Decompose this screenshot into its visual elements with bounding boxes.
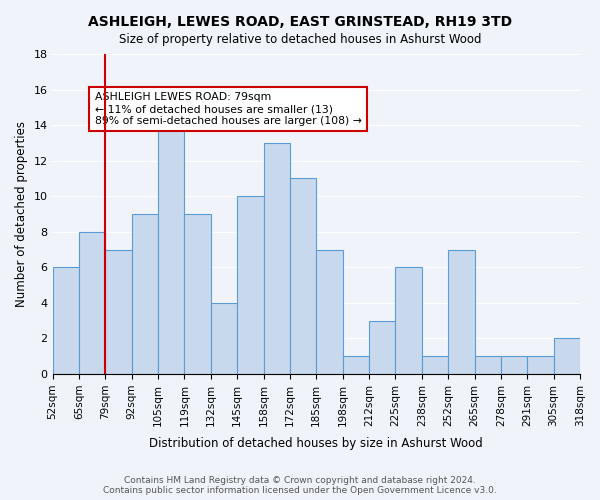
- Bar: [316, 250, 343, 374]
- Bar: [554, 338, 580, 374]
- X-axis label: Distribution of detached houses by size in Ashurst Wood: Distribution of detached houses by size …: [149, 437, 483, 450]
- Y-axis label: Number of detached properties: Number of detached properties: [15, 121, 28, 307]
- Text: ASHLEIGH LEWES ROAD: 79sqm
← 11% of detached houses are smaller (13)
89% of semi: ASHLEIGH LEWES ROAD: 79sqm ← 11% of deta…: [95, 92, 362, 126]
- Bar: [290, 178, 316, 374]
- Bar: [395, 268, 422, 374]
- Bar: [184, 214, 211, 374]
- Bar: [369, 320, 395, 374]
- Bar: [131, 214, 158, 374]
- Bar: [475, 356, 501, 374]
- Bar: [237, 196, 263, 374]
- Bar: [501, 356, 527, 374]
- Bar: [343, 356, 369, 374]
- Bar: [527, 356, 554, 374]
- Bar: [158, 108, 184, 374]
- Bar: [105, 250, 131, 374]
- Text: ASHLEIGH, LEWES ROAD, EAST GRINSTEAD, RH19 3TD: ASHLEIGH, LEWES ROAD, EAST GRINSTEAD, RH…: [88, 15, 512, 29]
- Text: Contains HM Land Registry data © Crown copyright and database right 2024.
Contai: Contains HM Land Registry data © Crown c…: [103, 476, 497, 495]
- Bar: [53, 268, 79, 374]
- Bar: [422, 356, 448, 374]
- Text: Size of property relative to detached houses in Ashurst Wood: Size of property relative to detached ho…: [119, 32, 481, 46]
- Bar: [79, 232, 105, 374]
- Bar: [211, 303, 237, 374]
- Bar: [263, 143, 290, 374]
- Bar: [448, 250, 475, 374]
